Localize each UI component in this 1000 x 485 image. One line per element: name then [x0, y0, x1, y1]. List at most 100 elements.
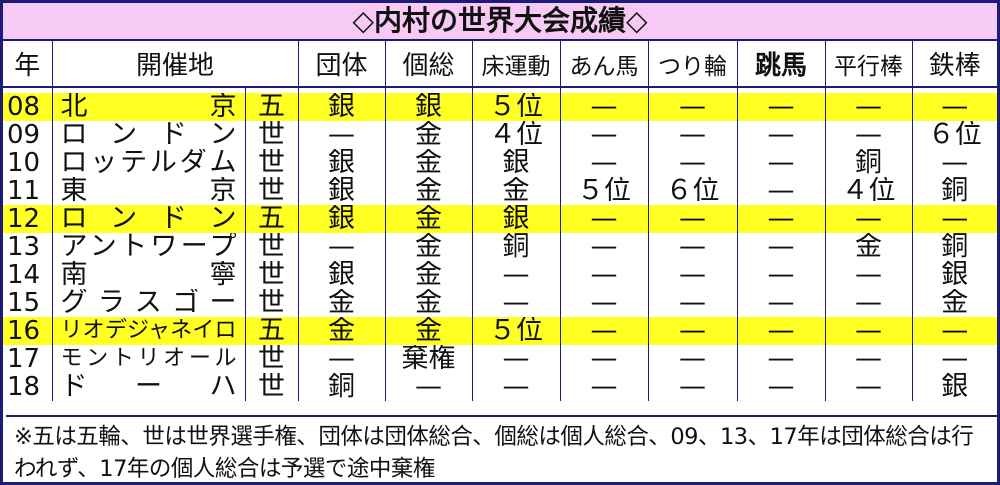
result-cell: — [648, 289, 738, 317]
result-cell: 銅 [298, 373, 386, 401]
event-type-cell: 世 [245, 177, 299, 205]
table-row: 12 ロンドン五銀金銀 — — — — — [3, 205, 998, 233]
table-title: ◇内村の世界大会成績◇ [3, 3, 997, 41]
result-cell: 金 [941, 289, 969, 317]
result-cell: ４位 [825, 177, 913, 205]
table-row: 15 グラスゴー世金金 — — — — — 金 [3, 289, 997, 317]
result-cell: — [737, 149, 826, 177]
result-cell: 金 [298, 289, 386, 317]
result-cell: — [912, 205, 998, 233]
result-cell: — [825, 261, 913, 289]
result-cell: — [560, 93, 649, 121]
venue-cell: ド ー ハ [52, 373, 246, 401]
result-cell: ６位 [648, 177, 738, 205]
result-cell: 金 [825, 233, 913, 261]
event-type-cell: 世 [245, 233, 299, 261]
header-pommel: あん馬 [560, 41, 649, 88]
result-cell: ５位 [472, 93, 561, 121]
result-cell: — [737, 289, 826, 317]
header-all-around: 個総 [385, 41, 473, 88]
result-cell: 銀 [941, 261, 969, 289]
result-cell: — [472, 289, 561, 317]
header-team: 団体 [298, 41, 386, 88]
header-parallel-bars: 平行棒 [825, 41, 913, 88]
year-cell: 17 [3, 345, 53, 373]
year-cell: 14 [3, 261, 53, 289]
result-cell: — [941, 149, 969, 177]
venue-cell: ロンドン [52, 121, 246, 149]
result-cell: — [560, 289, 649, 317]
result-cell: — [825, 317, 913, 345]
venue-cell: 南 寧 [52, 261, 246, 289]
table-row: 18 ド ー ハ世銅 — — — — — — 銀 [3, 373, 997, 401]
table-row: 10 ロッテルダム世銀金銀 — — — 銅 — [3, 149, 997, 177]
result-cell: 金 [385, 121, 473, 149]
event-type-cell: 五 [245, 205, 299, 233]
venue-cell: リオデジャネイロ [52, 317, 246, 345]
table-row: 17 モントリオール世 — 棄権 — — — — — — [3, 345, 997, 373]
event-type-cell: 世 [245, 261, 299, 289]
year-cell: 08 [3, 93, 53, 121]
table-row: 11 東 京世銀金金 ５位 ６位 —４位銅 [3, 177, 997, 205]
result-cell: — [648, 345, 738, 373]
result-cell: 金 [385, 261, 473, 289]
result-cell: — [472, 345, 561, 373]
result-cell: ５位 [560, 177, 649, 205]
result-cell: — [737, 261, 826, 289]
result-cell: 銀 [298, 177, 386, 205]
result-cell: — [825, 121, 913, 149]
result-cell: 銀 [298, 205, 386, 233]
result-cell: — [825, 345, 913, 373]
result-cell: — [737, 345, 826, 373]
result-cell: — [825, 373, 913, 401]
result-cell: — [737, 205, 826, 233]
year-cell: 12 [3, 205, 53, 233]
table-row: 13 アントワープ世 — 金銅 — — — 金銅 [3, 233, 997, 261]
venue-cell: ロッテルダム [52, 149, 246, 177]
result-cell: 銀 [472, 149, 561, 177]
result-cell: — [298, 121, 386, 149]
result-cell: 金 [385, 317, 473, 345]
result-cell: — [737, 121, 826, 149]
event-type-cell: 五 [245, 317, 299, 345]
result-cell: 金 [385, 205, 473, 233]
header-floor: 床運動 [472, 41, 561, 88]
result-cell: — [472, 373, 561, 401]
result-cell: — [648, 93, 738, 121]
event-type-cell: 世 [245, 149, 299, 177]
result-cell: — [648, 261, 738, 289]
event-type-cell: 五 [245, 93, 299, 121]
result-cell: — [560, 345, 649, 373]
result-cell: 棄権 [385, 345, 473, 373]
year-cell: 13 [3, 233, 53, 261]
result-cell: 金 [472, 177, 561, 205]
header-venue: 開催地 [52, 41, 299, 88]
result-cell: — [648, 233, 738, 261]
result-cell: — [385, 373, 473, 401]
result-cell: — [912, 93, 998, 121]
result-cell: 銅 [825, 149, 913, 177]
result-cell: ５位 [472, 317, 561, 345]
result-cell: — [912, 317, 998, 345]
result-cell: — [648, 121, 738, 149]
event-type-cell: 世 [245, 121, 299, 149]
venue-cell: ロンドン [52, 205, 246, 233]
venue-cell: 北 京 [52, 93, 246, 121]
result-cell: 銀 [298, 93, 386, 121]
result-cell: — [737, 233, 826, 261]
result-cell: ４位 [472, 121, 561, 149]
result-cell: — [737, 317, 826, 345]
year-cell: 18 [3, 373, 53, 401]
result-cell: 金 [385, 233, 473, 261]
result-cell: — [472, 261, 561, 289]
footnote: ※五は五輪、世は世界選手権、団体は団体総合、個総は個人総合、09、13、17年は… [6, 415, 1000, 485]
result-cell: — [560, 373, 649, 401]
header-vault: 跳馬 [737, 41, 826, 88]
year-cell: 15 [3, 289, 53, 317]
result-cell: 金 [385, 289, 473, 317]
table-row: 16 リオデジャネイロ五金金 ５位 — — — — — [3, 317, 998, 345]
result-cell: — [560, 121, 649, 149]
result-cell: — [648, 317, 738, 345]
year-cell: 09 [3, 121, 53, 149]
result-cell: — [560, 261, 649, 289]
